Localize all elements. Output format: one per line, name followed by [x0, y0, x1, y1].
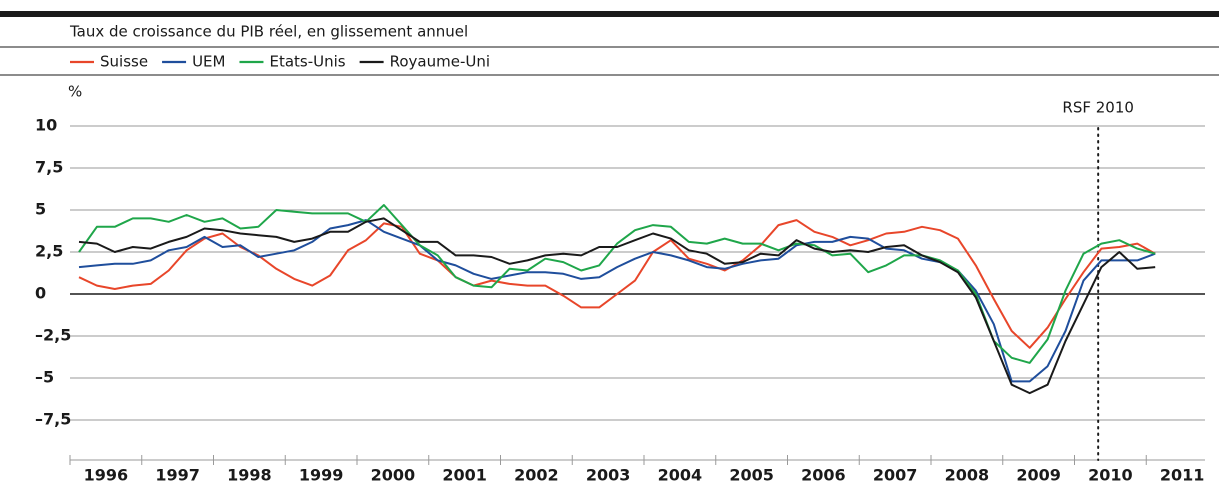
- y-tick-label: 7,5: [35, 158, 63, 177]
- y-tick-label: 2,5: [35, 242, 63, 261]
- series-line: [78, 204, 1156, 364]
- y-tick-label: 5: [35, 200, 46, 219]
- x-tick-label: 2001: [442, 466, 487, 485]
- series-line: [78, 219, 1156, 383]
- x-tick-label: 2011: [1160, 466, 1205, 485]
- legend: Suisse UEM Etats-Unis Royaume-Uni: [70, 53, 490, 71]
- x-tick-label: 2010: [1088, 466, 1133, 485]
- series-line: [78, 217, 1156, 395]
- x-tick-label: 1996: [84, 466, 129, 485]
- y-unit: %: [68, 83, 82, 101]
- annotation-label: RSF 2010: [1062, 99, 1134, 117]
- y-tick-label: 0: [35, 284, 46, 303]
- x-tick-label: 2005: [729, 466, 774, 485]
- chart-subtitle: Taux de croissance du PIB réel, en gliss…: [69, 23, 468, 41]
- x-tick-label: 2002: [514, 466, 559, 485]
- x-tick-label: 2007: [873, 466, 918, 485]
- y-tick-label: –7,5: [35, 410, 71, 429]
- x-tick-label: 2003: [586, 466, 631, 485]
- x-tick-label: 2009: [1016, 466, 1061, 485]
- legend-label: UEM: [192, 53, 225, 71]
- x-tick-label: 1999: [299, 466, 344, 485]
- series-line: [78, 219, 1156, 349]
- legend-label: Royaume-Uni: [390, 53, 490, 71]
- header-bar: [0, 11, 1219, 17]
- x-tick-label: 2000: [371, 466, 416, 485]
- y-tick-label: –2,5: [35, 326, 71, 345]
- x-tick-label: 1997: [155, 466, 200, 485]
- x-tick-label: 2006: [801, 466, 846, 485]
- y-tick-label: 10: [35, 116, 57, 135]
- legend-label: Etats-Unis: [269, 53, 345, 71]
- x-tick-label: 1998: [227, 466, 272, 485]
- legend-label: Suisse: [100, 53, 148, 71]
- x-tick-label: 2008: [945, 466, 990, 485]
- x-tick-label: 2004: [658, 466, 703, 485]
- y-tick-label: –5: [35, 368, 54, 387]
